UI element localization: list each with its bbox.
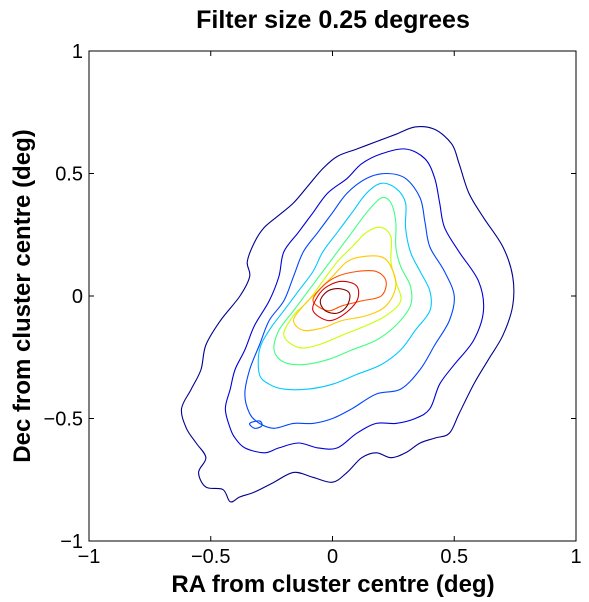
x-tick-label-4: 1	[570, 546, 581, 568]
contour-lines	[180, 126, 515, 503]
contour-line-level-4-3	[257, 182, 432, 391]
x-tick-label-2: 0	[327, 546, 338, 568]
contour-line-level-9-8	[312, 280, 360, 322]
y-tick-label-2: 0	[72, 286, 83, 308]
y-tick-label-0: −1	[60, 531, 83, 553]
axis-ticks	[88, 50, 577, 542]
y-tick-label-1: −0.5	[44, 409, 83, 431]
contour-line-level-1-0	[180, 126, 515, 503]
plot-area-frame	[88, 50, 577, 542]
x-tick-labels: −1 −0.5 0 0.5 1	[78, 546, 582, 568]
x-tick-label-1: −0.5	[191, 546, 230, 568]
y-tick-label-4: 1	[72, 41, 83, 63]
contour-line-level-3-2	[244, 172, 455, 429]
x-axis-label: RA from cluster centre (deg)	[171, 571, 494, 598]
contour-line-level-8-7	[312, 270, 387, 312]
contour-line-level-2-1	[224, 148, 485, 454]
contour-line-level-6-5	[283, 226, 402, 349]
contour-line-level-10-9	[319, 288, 351, 314]
x-tick-label-0: −1	[78, 546, 101, 568]
contour-line-level-3-10	[249, 420, 263, 429]
contour-line-level-5-4	[273, 196, 413, 366]
y-tick-labels: −1 −0.5 0 0.5 1	[44, 41, 83, 553]
y-tick-label-3: 0.5	[55, 164, 83, 186]
chart-title: Filter size 0.25 degrees	[196, 6, 470, 34]
y-axis-label: Dec from cluster centre (deg)	[9, 129, 36, 462]
x-tick-label-3: 0.5	[440, 546, 468, 568]
